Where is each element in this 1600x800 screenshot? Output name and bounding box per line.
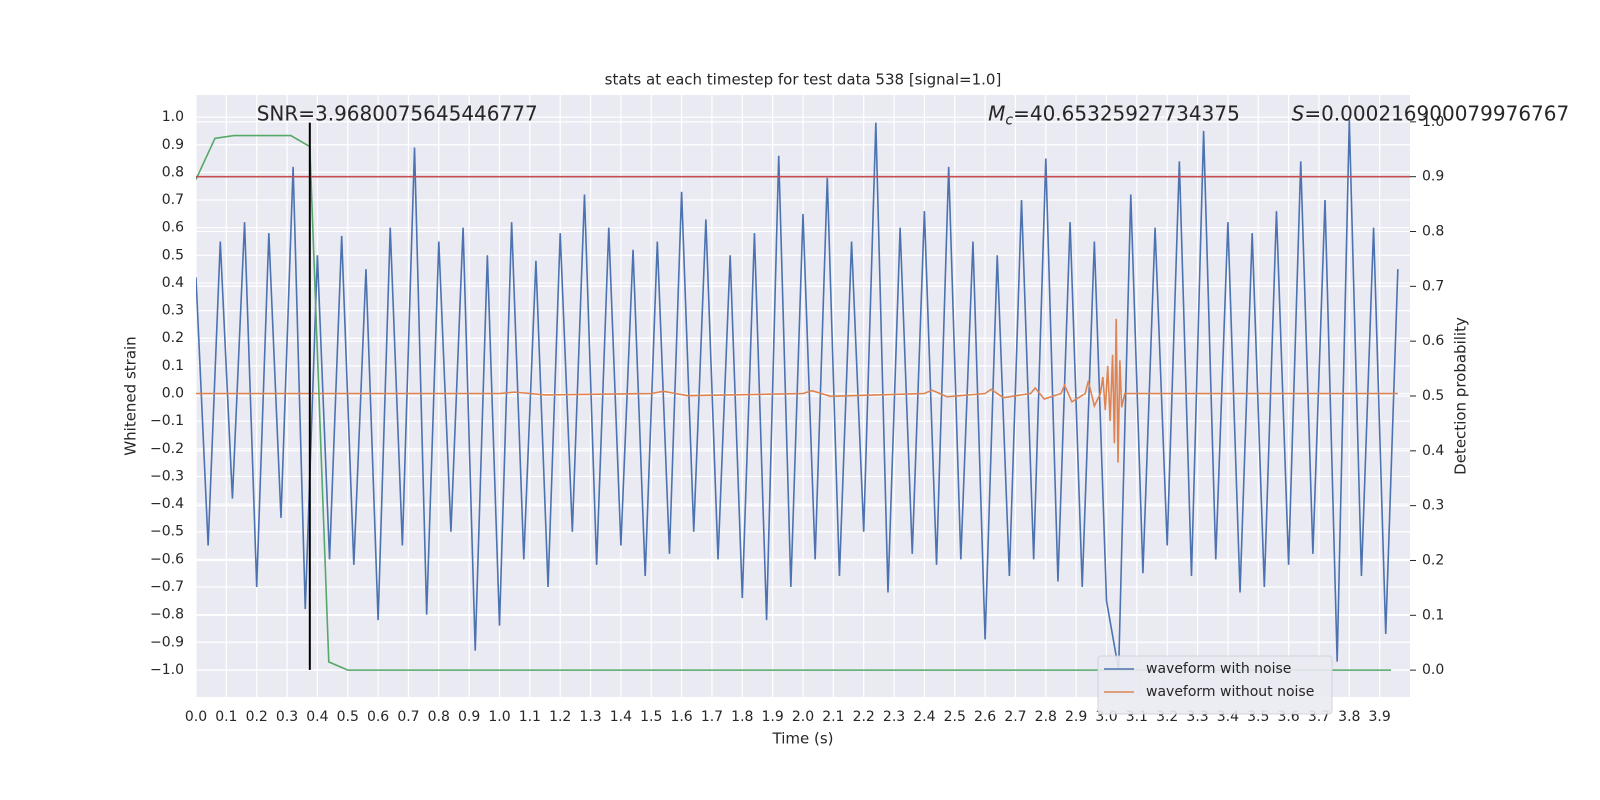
x-tick-label: 0.4 (306, 709, 328, 725)
y2-tick-label: 0.8 (1422, 224, 1444, 240)
y2-tick-label: 1.0 (1422, 114, 1444, 130)
y-tick-label: 0.1 (162, 358, 184, 374)
annotation-text: =40.65325927734375 (1013, 101, 1240, 125)
x-tick-label: 2.4 (913, 709, 935, 725)
legend: waveform with noise waveform without nois… (1097, 655, 1333, 715)
annotation-subscript: c (1005, 112, 1013, 128)
y-tick-label: −0.7 (150, 579, 184, 595)
annotation-text: SNR=3.9680075645446777 (257, 101, 538, 125)
y-tick-label: 0.7 (162, 192, 184, 208)
legend-box (1097, 655, 1333, 715)
x-tick-label: 1.3 (579, 709, 601, 725)
x-tick-label: 3.9 (1369, 709, 1391, 725)
x-tick-label: 1.2 (549, 709, 571, 725)
x-tick-label: 1.5 (640, 709, 662, 725)
x-tick-label: 0.6 (367, 709, 389, 725)
y2-axis-label: Detection probability (1452, 317, 1470, 475)
y-tick-label: −0.5 (150, 524, 184, 540)
x-tick-label: 1.7 (701, 709, 723, 725)
y-tick-label: 0.2 (162, 330, 184, 346)
y-axis-label: Whitened strain (122, 336, 140, 455)
y-tick-label: −0.9 (150, 634, 184, 650)
x-tick-label: 2.1 (822, 709, 844, 725)
y2-tick-label: 0.4 (1422, 443, 1444, 459)
y2-tick-label: 0.1 (1422, 607, 1444, 623)
y-tick-label: 1.0 (162, 109, 184, 125)
y-tick-label: −1.0 (150, 662, 184, 678)
x-tick-label: 0.5 (337, 709, 359, 725)
x-tick-label: 0.2 (246, 709, 268, 725)
y-tick-label: 0.4 (162, 275, 184, 291)
x-tick-label: 2.3 (883, 709, 905, 725)
y-tick-label: 0.6 (162, 220, 184, 236)
annotation: SNR=3.9680075645446777 (257, 101, 538, 125)
y2-tick-label: 0.0 (1422, 662, 1444, 678)
x-tick-label: 0.3 (276, 709, 298, 725)
x-tick-label: 0.9 (458, 709, 480, 725)
y-tick-label: −0.1 (150, 413, 184, 429)
x-axis-label: Time (s) (772, 730, 834, 748)
y-tick-label: −0.3 (150, 468, 184, 484)
series-line (196, 318, 1398, 463)
x-tick-label: 2.7 (1004, 709, 1026, 725)
legend-label: waveform with noise (1146, 661, 1291, 677)
y-tick-label: −0.2 (150, 441, 184, 457)
y-tick-label: 0.5 (162, 247, 184, 263)
x-tick-label: 1.4 (610, 709, 632, 725)
x-tick-label: 2.9 (1065, 709, 1087, 725)
y2-tick-label: 0.7 (1422, 278, 1444, 294)
y2-tick-label: 0.9 (1422, 169, 1444, 185)
legend-label: waveform without noise (1146, 684, 1314, 700)
x-tick-label: 1.9 (762, 709, 784, 725)
series-line (196, 134, 1392, 671)
y2-tick-label: 0.5 (1422, 388, 1444, 404)
x-tick-label: 2.0 (792, 709, 814, 725)
x-tick-label: 1.1 (519, 709, 541, 725)
annotation: Mc=40.65325927734375 (988, 101, 1240, 129)
x-tick-label: 0.0 (185, 709, 207, 725)
x-tick-label: 2.8 (1035, 709, 1057, 725)
x-tick-label: 3.8 (1338, 709, 1360, 725)
annotation: S=0.000216900079976767 (1292, 101, 1570, 125)
x-tick-label: 0.1 (215, 709, 237, 725)
y-tick-label: 0.0 (162, 386, 184, 402)
chart-title: stats at each timestep for test data 538… (605, 71, 1002, 89)
y2-tick-label: 0.2 (1422, 552, 1444, 568)
x-tick-label: 0.8 (428, 709, 450, 725)
x-tick-label: 0.7 (397, 709, 419, 725)
x-tick-label: 1.8 (731, 709, 753, 725)
x-tick-label: 2.2 (853, 709, 875, 725)
y-tick-label: 0.9 (162, 137, 184, 153)
annotation-text: =0.000216900079976767 (1304, 101, 1569, 125)
y2-tick-label: 0.3 (1422, 498, 1444, 514)
y-tick-label: 0.8 (162, 164, 184, 180)
y-tick-label: −0.6 (150, 551, 184, 567)
y-tick-label: 0.3 (162, 303, 184, 319)
series-line (196, 119, 1399, 671)
x-tick-label: 2.6 (974, 709, 996, 725)
y-tick-label: −0.8 (150, 607, 184, 623)
annotation-symbol: M (988, 101, 1005, 125)
grid (195, 95, 1410, 697)
y2-tick-label: 0.6 (1422, 333, 1444, 349)
x-tick-label: 2.5 (944, 709, 966, 725)
annotation-symbol: S (1292, 101, 1305, 125)
y-tick-label: −0.4 (150, 496, 184, 512)
x-tick-label: 1.6 (670, 709, 692, 725)
x-tick-label: 1.0 (488, 709, 510, 725)
